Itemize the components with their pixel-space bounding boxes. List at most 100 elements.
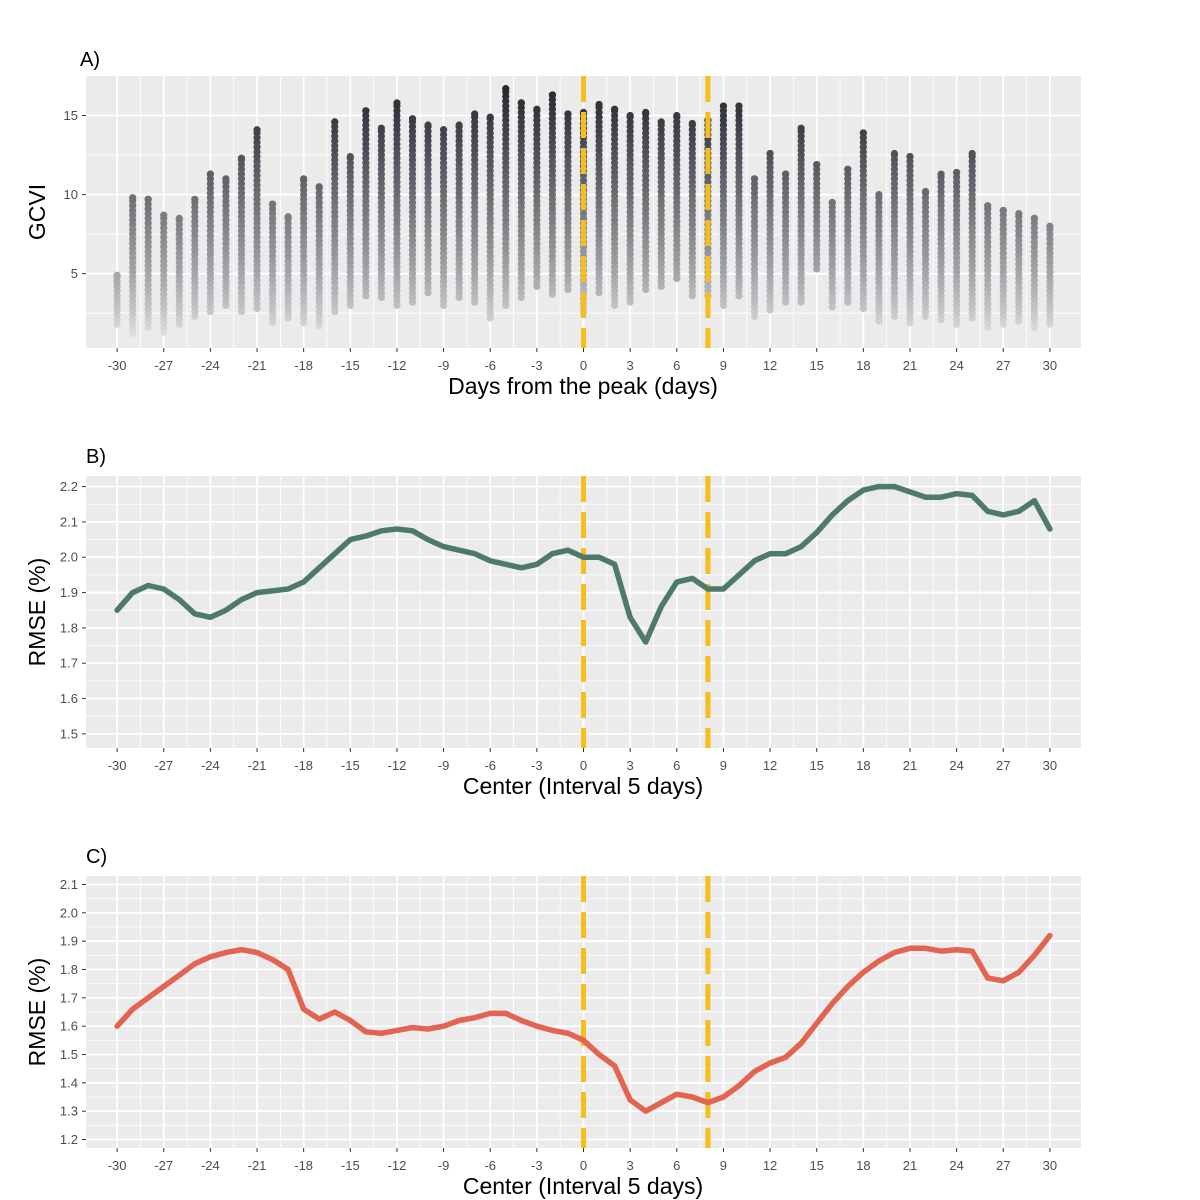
data-point [657,118,665,126]
y-tick-label: 1.3 [60,1104,78,1119]
data-point [362,107,370,115]
data-point [471,110,479,118]
y-tick-label: 1.9 [60,585,78,600]
x-tick-label: -6 [484,358,496,373]
rmse-line [114,932,1053,1114]
data-point [253,126,261,134]
data-point [921,187,930,196]
x-tick-label: 12 [763,758,777,773]
y-tick-label: 1.5 [60,726,78,741]
x-tick-label: -15 [341,758,360,773]
data-point [828,198,836,207]
x-tick-label: 0 [580,1158,587,1173]
data-point [564,110,572,118]
data-point [160,211,168,219]
panel-b-label: B) [86,446,106,468]
x-tick-label: 21 [903,1158,917,1173]
data-point [595,100,603,109]
panel-a-x-ticks: -30 -27 -24 -21 -18 -15 -12 -9 -6 -3 0 3 6 9 12 15 18 21 2… [108,348,1057,373]
x-tick-label: -30 [108,1158,127,1173]
data-point [719,102,728,110]
y-tick-label: 2.0 [60,905,78,920]
data-point [206,170,214,178]
x-tick-label: 24 [949,358,963,373]
x-tick-label: -3 [531,1158,543,1173]
data-point [393,99,401,107]
data-point [346,153,354,161]
x-tick-label: -21 [248,1158,267,1173]
panel-c-y-axis-title: RMSE (%) [24,958,50,1067]
x-tick-label: -27 [154,1158,173,1173]
data-point [906,153,914,161]
data-point [766,149,774,158]
y-tick-label: 1.7 [60,990,78,1005]
x-tick-label: 30 [1043,358,1057,373]
x-tick-label: 15 [809,1158,823,1173]
panel-b: B) -30 -27 -24 -21 -18 -15 -12 -9 -6 -3 0 3 6 9 12 15 18… [24,446,1081,799]
panel-a-vlines [581,76,711,348]
y-tick-label: 10 [64,187,78,202]
x-tick-label: 9 [720,758,727,773]
x-tick-label: 18 [856,1158,870,1173]
data-point [237,154,246,162]
x-tick-label: -18 [294,758,313,773]
x-tick-label: 21 [903,758,917,773]
data-point [673,111,681,120]
x-tick-label: 6 [673,1158,680,1173]
x-tick-label: -27 [154,758,173,773]
panel-a-x-axis-title: Days from the peak (days) [448,373,718,399]
data-point [268,200,277,208]
panel-a-y-axis-title: GCVI [24,184,50,240]
data-point [688,119,696,128]
data-point [113,271,121,279]
x-tick-label: 24 [949,758,963,773]
x-tick-label: -6 [484,1158,496,1173]
y-tick-label: 1.5 [60,1047,78,1062]
x-tick-label: -24 [201,1158,220,1173]
data-point [486,113,494,121]
data-point [782,170,790,178]
data-point [750,175,759,183]
x-tick-label: 15 [809,758,823,773]
x-tick-label: 30 [1043,758,1057,773]
data-point [813,160,821,169]
panel-b-vlines [581,476,711,748]
x-tick-label: 27 [996,758,1010,773]
x-tick-label: -6 [484,758,496,773]
x-tick-label: -3 [531,358,543,373]
panel-a: A) -30 -27 -24 -21 -18 -15 -12 -9 -6 -3 0 3 6 9 12 15 18… [24,49,1081,399]
x-tick-label: 0 [580,758,587,773]
data-point [175,214,183,222]
x-tick-label: 6 [673,758,680,773]
x-tick-label: -9 [438,758,450,773]
panel-c-x-ticks: -30 -27 -24 -21 -18 -15 -12 -9 -6 -3 0 3 6 9 12 15 18 21 2… [108,1148,1057,1173]
y-tick-label: 1.6 [60,691,78,706]
panel-b-x-ticks: -30 -27 -24 -21 -18 -15 -12 -9 -6 -3 0 3 6 9 12 15 18 21 2… [108,748,1057,773]
data-point [533,105,541,113]
panel-c: C) -30 -27 -24 -21 -18 -15 -12 -9 -6 -3 0 3 6 9 12 15 18… [24,846,1081,1199]
y-tick-label: 1.9 [60,934,78,949]
x-tick-label: -18 [294,1158,313,1173]
data-point [144,195,152,203]
data-point [797,124,805,132]
rmse-line [114,483,1053,645]
x-tick-label: 30 [1043,1158,1057,1173]
data-point [439,126,448,134]
data-point [642,108,650,116]
panel-b-series [114,483,1053,645]
panel-b-y-axis-title: RMSE (%) [24,558,50,667]
x-tick-label: 15 [809,358,823,373]
data-point [890,149,899,158]
x-tick-label: 12 [763,358,777,373]
x-tick-label: -30 [108,758,127,773]
data-point [875,191,883,199]
x-tick-label: 3 [627,758,634,773]
x-tick-label: 9 [720,358,727,373]
x-tick-label: -18 [294,358,313,373]
y-tick-label: 2.2 [60,479,78,494]
panel-b-y-ticks: 1.5 1.6 1.7 1.8 1.9 2.0 2.1 2.2 [60,479,86,741]
y-tick-label: 15 [64,108,78,123]
data-point [968,149,976,158]
y-tick-label: 2.1 [60,514,78,529]
x-tick-label: -21 [248,758,267,773]
